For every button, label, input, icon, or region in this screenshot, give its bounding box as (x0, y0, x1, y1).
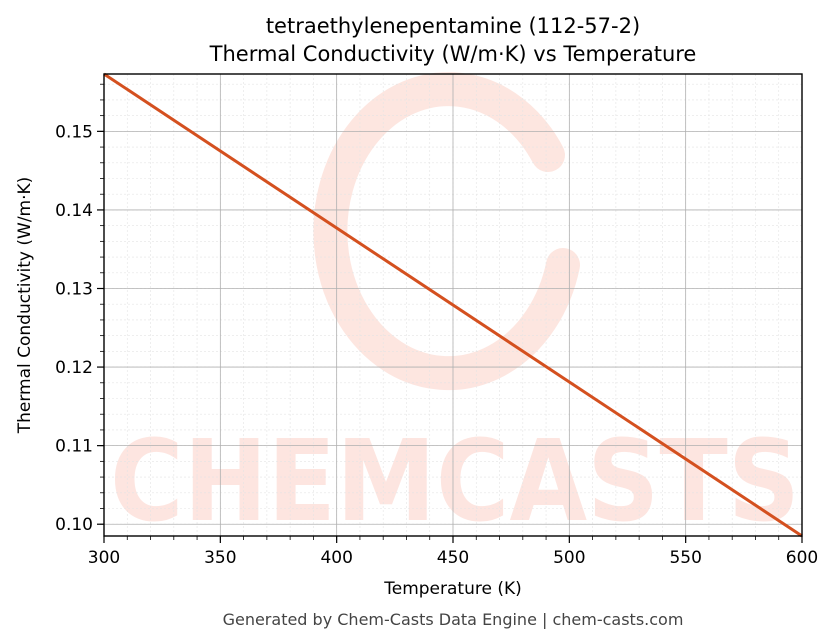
x-tick-label: 350 (204, 548, 236, 568)
y-tick-label: 0.10 (55, 515, 93, 535)
y-tick-label: 0.11 (55, 437, 93, 457)
x-tick-label: 400 (320, 548, 352, 568)
y-axis-label: Thermal Conductivity (W/m·K) (15, 177, 35, 435)
y-axis-ticks: 0.10 0.11 0.12 0.13 0.14 0.15 (55, 83, 104, 535)
x-tick-label: 600 (786, 548, 818, 568)
x-tick-label: 550 (669, 548, 701, 568)
x-axis-ticks: 300 350 400 450 500 550 600 (88, 536, 818, 568)
y-tick-label: 0.12 (55, 358, 93, 378)
y-tick-label: 0.14 (55, 201, 93, 221)
series-line (103, 72, 803, 538)
x-axis-label: Temperature (K) (383, 579, 522, 599)
watermark-logo: CHEMCASTS (110, 72, 800, 547)
footer-credit: Generated by Chem-Casts Data Engine | ch… (223, 610, 684, 629)
y-tick-label: 0.15 (55, 122, 93, 142)
x-tick-label: 500 (553, 548, 585, 568)
watermark-text: CHEMCASTS (110, 417, 800, 547)
series-layer (103, 72, 803, 538)
chart-subtitle: Thermal Conductivity (W/m·K) vs Temperat… (209, 42, 697, 66)
x-tick-label: 450 (437, 548, 469, 568)
chart-title: tetraethylenepentamine (112-57-2) (266, 14, 640, 38)
y-tick-label: 0.13 (55, 280, 93, 300)
x-tick-label: 300 (88, 548, 120, 568)
